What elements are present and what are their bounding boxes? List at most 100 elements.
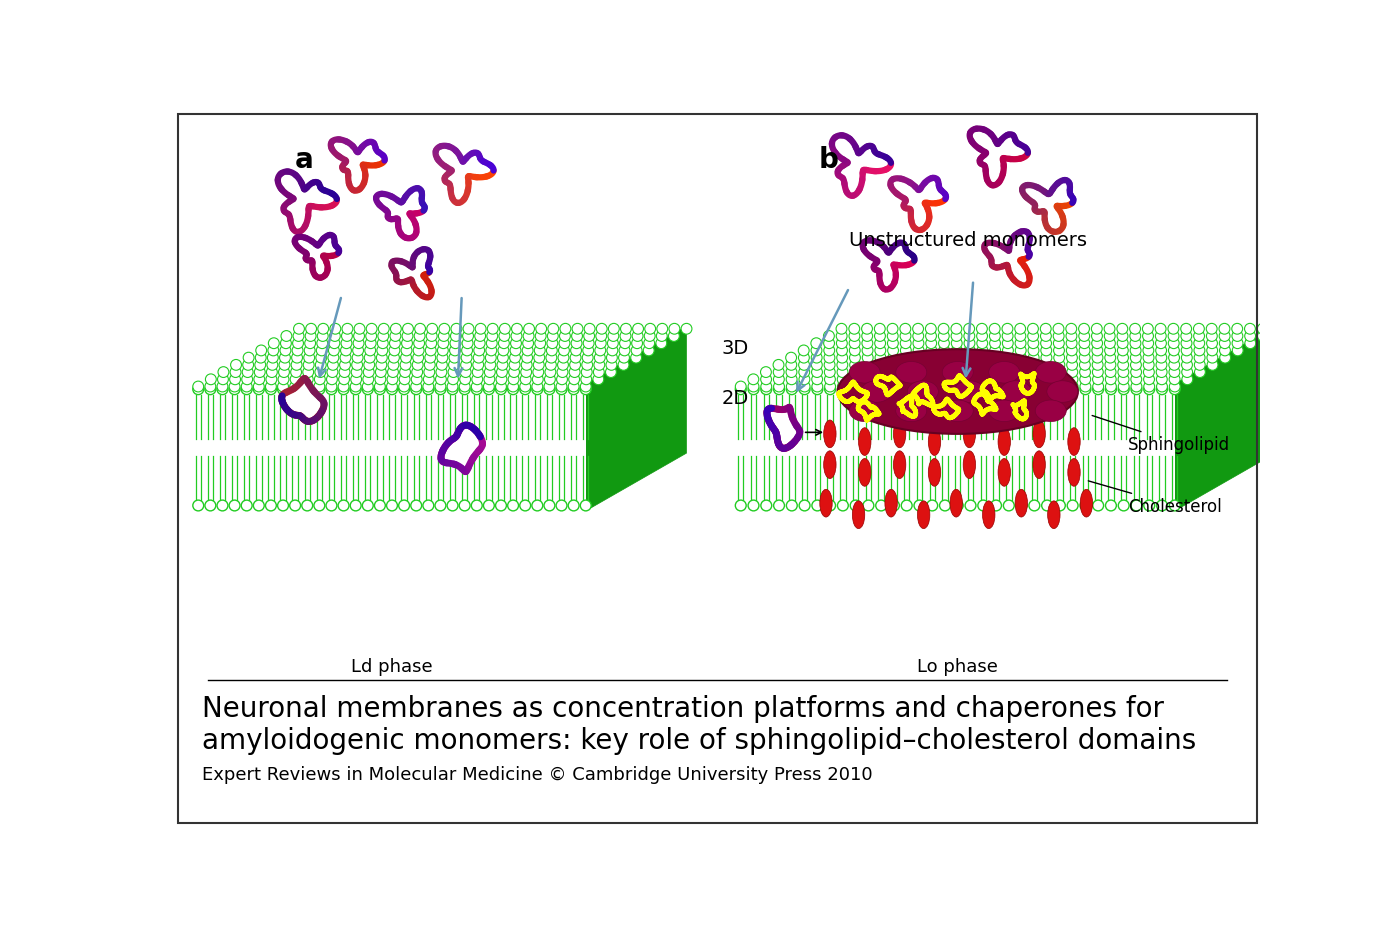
Circle shape <box>326 375 337 385</box>
Circle shape <box>1054 345 1064 356</box>
Circle shape <box>1092 367 1103 378</box>
Circle shape <box>1194 360 1205 371</box>
Polygon shape <box>984 232 1030 286</box>
Circle shape <box>862 500 874 511</box>
Circle shape <box>533 360 545 371</box>
Circle shape <box>1092 339 1103 349</box>
Circle shape <box>1067 339 1077 349</box>
Circle shape <box>823 331 834 342</box>
Circle shape <box>1142 345 1154 356</box>
Circle shape <box>1092 345 1103 356</box>
Circle shape <box>825 353 834 364</box>
Circle shape <box>939 353 949 364</box>
Circle shape <box>1155 324 1166 335</box>
Circle shape <box>279 367 290 378</box>
Polygon shape <box>199 384 585 511</box>
Circle shape <box>342 324 353 335</box>
Circle shape <box>1079 500 1091 511</box>
Circle shape <box>875 367 886 378</box>
Circle shape <box>925 331 937 342</box>
Circle shape <box>400 360 412 371</box>
Circle shape <box>952 375 963 385</box>
Circle shape <box>1079 331 1089 342</box>
Circle shape <box>837 367 848 378</box>
Circle shape <box>774 381 784 393</box>
Ellipse shape <box>823 451 836 479</box>
Circle shape <box>799 375 809 385</box>
Circle shape <box>735 381 746 393</box>
Circle shape <box>1168 324 1179 335</box>
Circle shape <box>193 384 203 395</box>
Ellipse shape <box>850 362 881 383</box>
Circle shape <box>280 353 290 364</box>
Ellipse shape <box>1033 451 1046 479</box>
Ellipse shape <box>998 428 1011 456</box>
Ellipse shape <box>896 362 927 383</box>
Circle shape <box>965 500 976 511</box>
Circle shape <box>386 381 398 393</box>
Circle shape <box>1155 331 1166 342</box>
Circle shape <box>825 381 836 393</box>
Circle shape <box>620 331 631 342</box>
Circle shape <box>850 381 861 393</box>
Circle shape <box>256 345 266 356</box>
Circle shape <box>1105 324 1114 335</box>
Circle shape <box>573 324 582 335</box>
Circle shape <box>1169 353 1179 364</box>
Circle shape <box>951 331 962 342</box>
Circle shape <box>850 384 861 395</box>
Polygon shape <box>392 250 431 298</box>
Circle shape <box>522 345 533 356</box>
Circle shape <box>977 500 988 511</box>
Circle shape <box>1029 375 1040 385</box>
Circle shape <box>977 339 987 349</box>
Ellipse shape <box>1047 501 1060 529</box>
Circle shape <box>242 360 253 371</box>
Circle shape <box>363 375 374 385</box>
Text: Lo phase: Lo phase <box>917 657 998 676</box>
Circle shape <box>812 367 822 378</box>
Circle shape <box>410 384 421 395</box>
Circle shape <box>473 353 484 364</box>
Ellipse shape <box>858 428 871 456</box>
Circle shape <box>862 384 874 395</box>
Circle shape <box>977 331 987 342</box>
Circle shape <box>594 375 603 385</box>
Circle shape <box>748 500 759 511</box>
Circle shape <box>511 331 522 342</box>
Circle shape <box>1054 360 1065 371</box>
Circle shape <box>1245 331 1256 342</box>
Ellipse shape <box>1001 381 1032 403</box>
Circle shape <box>364 367 374 378</box>
Circle shape <box>508 381 518 393</box>
Circle shape <box>386 384 398 395</box>
Circle shape <box>1257 331 1268 342</box>
Circle shape <box>568 384 580 395</box>
Circle shape <box>1028 339 1039 349</box>
Circle shape <box>302 381 312 393</box>
Circle shape <box>391 331 400 342</box>
Circle shape <box>570 360 581 371</box>
Circle shape <box>619 345 630 356</box>
Circle shape <box>475 331 486 342</box>
Circle shape <box>1079 339 1089 349</box>
Circle shape <box>315 360 326 371</box>
Circle shape <box>342 331 353 342</box>
Circle shape <box>1029 500 1040 511</box>
Circle shape <box>760 384 771 395</box>
Polygon shape <box>832 136 890 197</box>
Circle shape <box>330 324 340 335</box>
Circle shape <box>1207 345 1218 356</box>
Circle shape <box>267 345 279 356</box>
Circle shape <box>329 339 340 349</box>
Circle shape <box>351 360 363 371</box>
Circle shape <box>774 384 784 395</box>
Circle shape <box>965 345 974 356</box>
Circle shape <box>620 339 630 349</box>
Circle shape <box>472 384 482 395</box>
Circle shape <box>244 353 253 364</box>
Circle shape <box>902 500 913 511</box>
Circle shape <box>511 339 521 349</box>
Circle shape <box>925 339 937 349</box>
Circle shape <box>812 375 823 385</box>
